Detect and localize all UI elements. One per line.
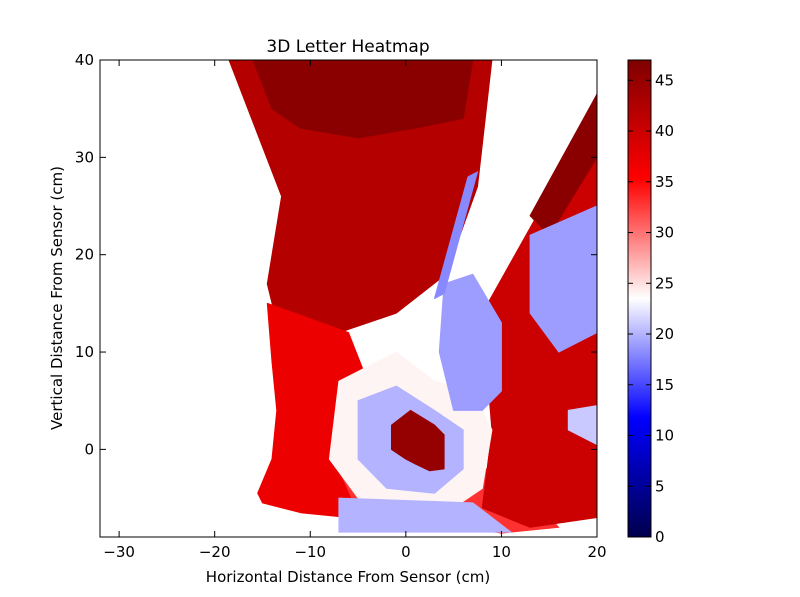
y-tick-label: 20 <box>75 246 94 264</box>
x-tick-label: 20 <box>587 543 606 561</box>
y-tick-label: 0 <box>84 440 94 458</box>
x-tick-label: −10 <box>294 543 326 561</box>
y-tick-label: 30 <box>75 148 94 166</box>
x-tick-label: 10 <box>492 543 511 561</box>
region-blue-diagonal-streak <box>434 171 478 299</box>
y-tick-label: 40 <box>75 51 94 69</box>
chart-title: 3D Letter Heatmap <box>266 37 429 57</box>
colorbar-tick-label: 30 <box>655 224 674 242</box>
x-tick-label: −20 <box>199 543 231 561</box>
region-upper-red-fan <box>228 60 493 343</box>
y-tick-label: 10 <box>75 343 94 361</box>
region-upper-dark-band <box>252 60 474 139</box>
region-right-blue-block <box>438 273 502 411</box>
x-tick-label: −30 <box>103 543 135 561</box>
region-center-dark-letter-core <box>391 409 445 472</box>
region-bottom-blue-band <box>338 497 512 533</box>
colorbar-ticks: 0 5 10 15 20 25 30 35 40 45 <box>628 71 674 546</box>
region-right-blue-lower <box>567 405 597 445</box>
heatmap-regions <box>228 60 597 534</box>
colorbar-tick-label: 20 <box>655 325 674 343</box>
region-right-blue-streaks <box>529 205 597 353</box>
colorbar-tick-label: 15 <box>655 376 674 394</box>
y-axis: 0 10 20 30 40 <box>75 51 597 458</box>
plot-frame <box>99 59 598 538</box>
colorbar-tick-label: 5 <box>655 477 665 495</box>
colorbar-tick-label: 45 <box>655 71 674 89</box>
colorbar-tick-label: 40 <box>655 122 674 140</box>
colorbar-tick-label: 0 <box>655 528 665 546</box>
y-axis-label: Vertical Distance From Sensor (cm) <box>48 166 66 430</box>
x-axis-label: Horizontal Distance From Sensor (cm) <box>206 568 490 586</box>
colorbar <box>627 59 652 538</box>
colorbar-tick-label: 25 <box>655 274 674 292</box>
colorbar-tick-label: 35 <box>655 173 674 191</box>
colorbar-tick-label: 10 <box>655 427 674 445</box>
x-axis: −30 −20 −10 0 10 20 <box>103 60 607 561</box>
x-tick-label: 0 <box>401 543 411 561</box>
region-right-dark-wedge <box>529 93 597 236</box>
